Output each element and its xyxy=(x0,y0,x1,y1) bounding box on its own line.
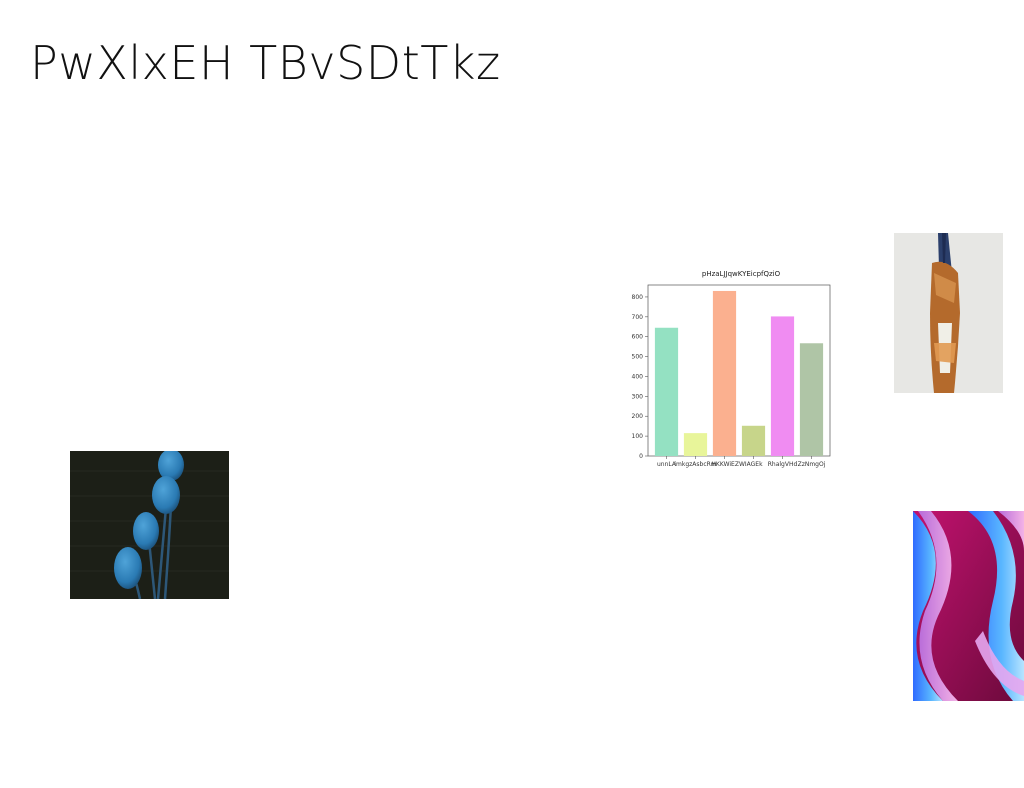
x-tick-label: HKKWiEZWIAGEk xyxy=(711,461,763,468)
bar xyxy=(770,316,795,456)
slide-title: PwXlxEH TBvSDtTkz xyxy=(30,36,501,90)
y-tick-label: 700 xyxy=(632,314,644,321)
bar-chart: pHzaLJJqwKYEicpfQziO 0 100 200 300 400 500 600… xyxy=(620,265,840,470)
bar xyxy=(741,425,766,456)
chart-title: pHzaLJJqwKYEicpfQziO xyxy=(702,270,781,278)
y-tick-label: 200 xyxy=(632,413,644,420)
bar xyxy=(683,433,708,456)
bar-chart-svg: pHzaLJJqwKYEicpfQziO 0 100 200 300 400 500 600… xyxy=(632,270,831,468)
x-tick-label: unnLA xyxy=(657,461,677,468)
y-tick-label: 300 xyxy=(632,393,644,400)
bar xyxy=(712,290,737,456)
x-tick-label: ZzNmgOj xyxy=(798,461,826,468)
y-tick-label: 0 xyxy=(639,453,643,460)
y-axis: 0 100 200 300 400 500 600 700 800 xyxy=(632,294,648,460)
x-tick-label: imkgzAsbcRm xyxy=(674,461,716,468)
bar xyxy=(799,343,824,456)
bars xyxy=(654,290,824,456)
x-tick-label: RhalgVHd xyxy=(768,461,798,468)
bar xyxy=(654,327,679,456)
y-tick-label: 500 xyxy=(632,354,644,361)
plot-frame xyxy=(647,284,831,457)
y-tick-label: 400 xyxy=(632,373,644,380)
figure-image xyxy=(894,233,1003,393)
blue-pods-image xyxy=(70,451,229,599)
y-tick-label: 800 xyxy=(632,294,644,301)
waves-image xyxy=(913,511,1024,701)
y-tick-label: 100 xyxy=(632,433,644,440)
y-tick-label: 600 xyxy=(632,334,644,341)
